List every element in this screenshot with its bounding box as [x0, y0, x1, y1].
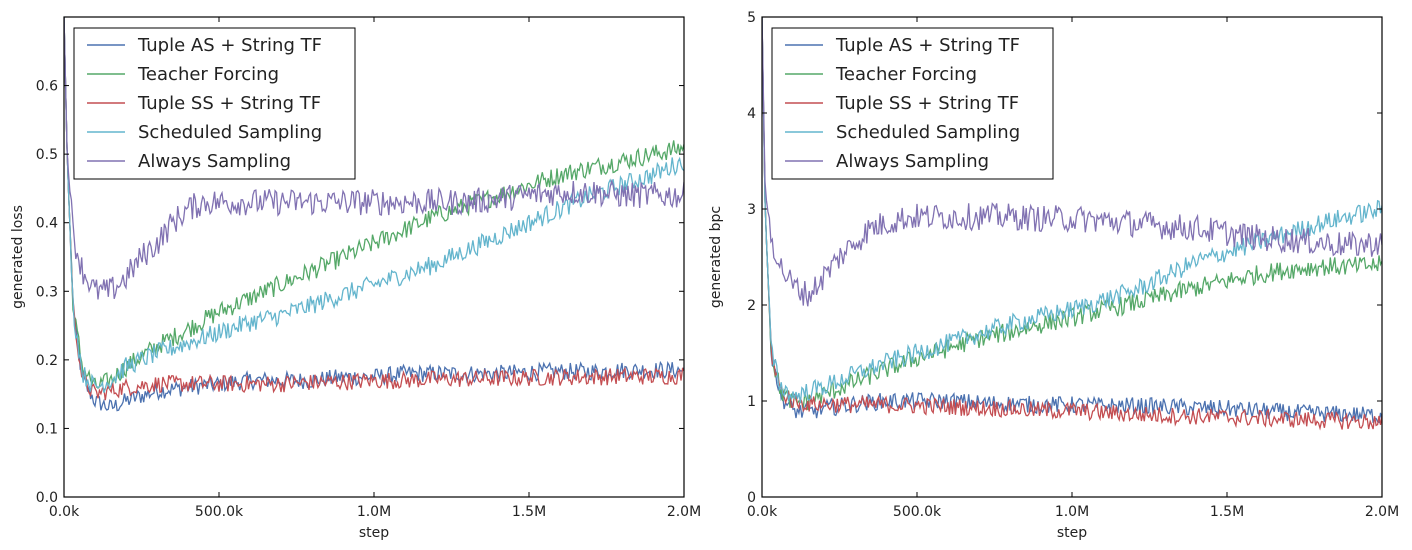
- y-tick-label: 1: [747, 394, 756, 410]
- legend-entry-label: Tuple AS + String TF: [835, 35, 1020, 56]
- legend: Tuple AS + String TF Teacher Forcing Tuple…: [73, 27, 356, 180]
- x-tick-label: 1.5M: [1210, 504, 1244, 520]
- x-tick-label: 1.0M: [357, 504, 391, 520]
- series-line-tuple-ss-string-tf: [64, 17, 684, 401]
- x-tick-label: 1.0M: [1055, 504, 1089, 520]
- y-axis-label: generated loss: [10, 205, 26, 309]
- y-tick-label: 4: [747, 106, 756, 122]
- x-tick-label: 500.0k: [893, 504, 942, 520]
- y-tick-label: 5: [747, 10, 756, 26]
- y-tick-label: 0.0: [36, 490, 58, 506]
- series-line-always-sampling: [64, 17, 684, 300]
- series-line-tuple-as-string-tf: [64, 17, 684, 412]
- y-tick-label: 0.6: [36, 79, 58, 95]
- legend-entry-label: Tuple AS + String TF: [137, 35, 322, 56]
- legend-entry-label: Tuple SS + String TF: [137, 93, 321, 114]
- legend-entry-label: Scheduled Sampling: [836, 122, 1020, 143]
- x-tick-label: 2.0M: [1365, 504, 1399, 520]
- legend-entry-label: Teacher Forcing: [137, 64, 279, 85]
- legend-entry-label: Scheduled Sampling: [138, 122, 322, 143]
- series-line-scheduled-sampling: [64, 17, 684, 393]
- legend-entry-label: Always Sampling: [138, 151, 291, 172]
- legend-entry-label: Teacher Forcing: [835, 64, 977, 85]
- series-line-tuple-ss-string-tf: [762, 17, 1382, 431]
- y-tick-label: 0.4: [36, 216, 58, 232]
- legend-entry-label: Tuple SS + String TF: [835, 93, 1019, 114]
- y-tick-label: 2: [747, 298, 756, 314]
- y-tick-label: 0.2: [36, 353, 58, 369]
- legend: Tuple AS + String TF Teacher Forcing Tuple…: [771, 27, 1054, 180]
- y-tick-label: 0: [747, 490, 756, 506]
- x-tick-label: 0.0k: [49, 504, 80, 520]
- plot-lines: [762, 17, 1382, 431]
- y-tick-label: 3: [747, 202, 756, 218]
- series-line-teacher-forcing: [762, 17, 1382, 411]
- y-tick-label: 0.1: [36, 421, 58, 437]
- y-axis-label: generated bpc: [708, 206, 724, 308]
- x-tick-label: 2.0M: [667, 504, 701, 520]
- y-tick-label: 0.3: [36, 284, 58, 300]
- x-axis-label: step: [1057, 525, 1087, 541]
- series-line-teacher-forcing: [64, 17, 684, 389]
- plot-lines: [64, 17, 684, 412]
- x-tick-label: 500.0k: [195, 504, 244, 520]
- x-tick-label: 1.5M: [512, 504, 546, 520]
- chart-generated-bpc: 0.0k 500.0k 1.0M 1.5M 2.0M 0 1 2 3 4 5 step generate…: [708, 10, 1399, 541]
- legend-entry-label: Always Sampling: [836, 151, 989, 172]
- series-line-always-sampling: [762, 17, 1382, 307]
- y-tick-label: 0.5: [36, 147, 58, 163]
- chart-generated-loss: 0.0k 500.0k 1.0M 1.5M 2.0M 0.0 0.1 0.2 0.3 0.4 0.5…: [10, 16, 701, 541]
- x-axis-label: step: [359, 525, 389, 541]
- x-tick-label: 0.0k: [747, 504, 778, 520]
